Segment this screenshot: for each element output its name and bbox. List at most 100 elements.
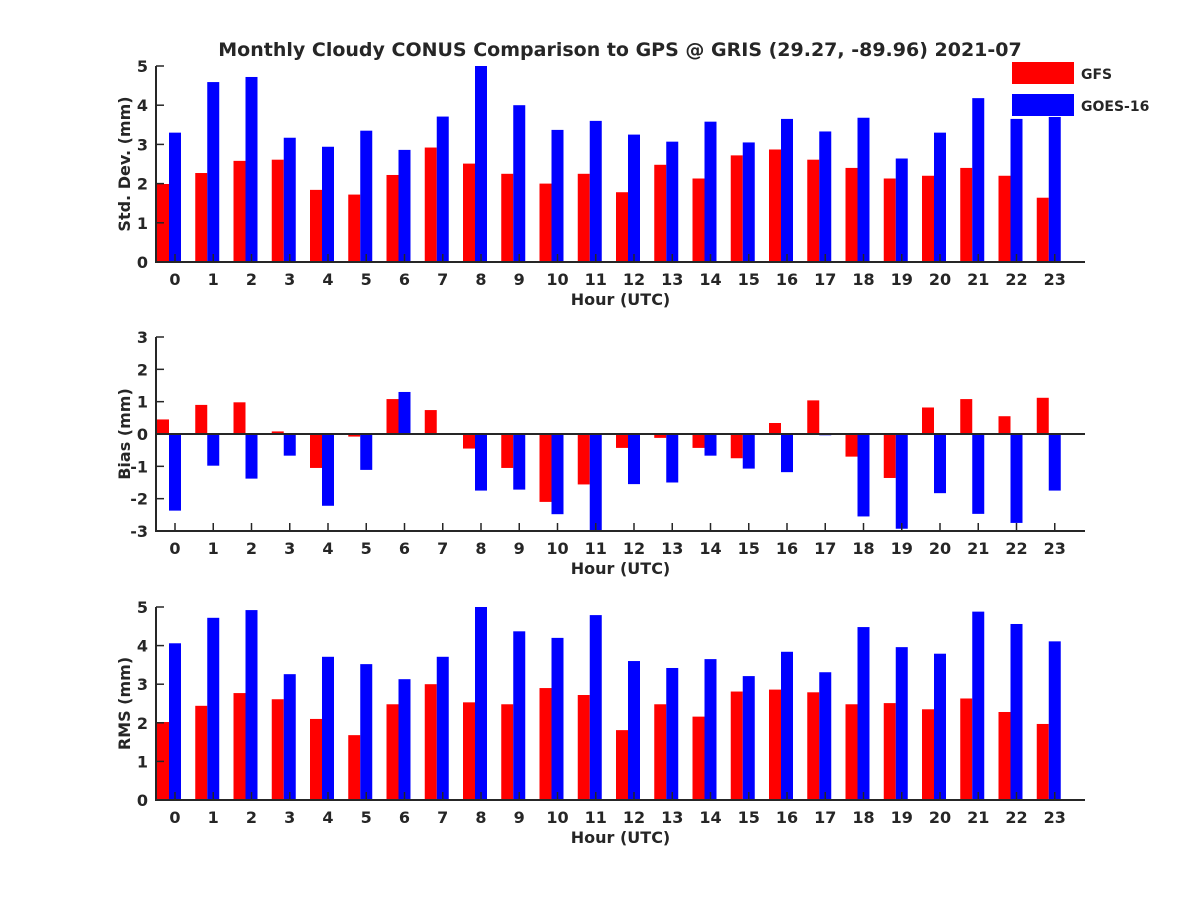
bar-gfs-hour-6 <box>386 704 399 800</box>
bar-gfs-hour-11 <box>577 434 590 485</box>
bar-goes16-hour-3 <box>283 137 296 262</box>
bar-gfs-hour-21 <box>960 698 973 800</box>
bar-gfs-hour-1 <box>195 404 208 434</box>
x-tick-label: 19 <box>891 808 913 827</box>
x-tick-label: 14 <box>699 808 721 827</box>
bar-goes16-hour-5 <box>360 434 373 470</box>
bar-goes16-hour-11 <box>589 120 602 262</box>
bar-gfs-hour-7 <box>424 147 437 262</box>
x-tick-label: 16 <box>776 270 798 289</box>
bar-gfs-hour-22 <box>998 175 1011 262</box>
bar-goes16-hour-1 <box>207 434 220 466</box>
legend-label-goes16: GOES-16 <box>1081 99 1149 115</box>
bar-goes16-hour-13 <box>666 141 679 262</box>
bar-gfs-hour-7 <box>424 410 437 434</box>
bar-goes16-hour-20 <box>934 653 946 800</box>
bar-gfs-hour-20 <box>922 709 934 800</box>
bar-goes16-hour-17 <box>819 131 832 262</box>
bar-gfs-hour-10 <box>539 434 552 502</box>
x-tick-label: 1 <box>208 808 219 827</box>
x-tick-label: 14 <box>699 539 721 558</box>
x-tick-label: 15 <box>738 808 760 827</box>
x-tick-label: 22 <box>1005 808 1027 827</box>
bar-goes16-hour-19 <box>895 158 908 262</box>
bar-goes16-hour-0 <box>169 434 181 511</box>
bar-goes16-hour-6 <box>398 391 411 434</box>
bar-gfs-hour-8 <box>463 434 475 449</box>
bar-goes16-hour-14 <box>704 434 717 456</box>
y-tick-label: 2 <box>137 360 148 379</box>
bar-gfs-hour-5 <box>348 735 361 800</box>
bar-goes16-hour-23 <box>1048 116 1061 263</box>
bar-goes16-hour-2 <box>245 610 258 800</box>
x-tick-label: 6 <box>399 808 410 827</box>
bar-gfs-hour-8 <box>463 702 475 800</box>
bar-goes16-hour-21 <box>972 434 985 514</box>
bar-goes16-hour-1 <box>207 82 220 263</box>
bar-goes16-hour-12 <box>628 434 640 485</box>
bar-gfs-hour-12 <box>616 192 628 262</box>
bar-goes16-hour-15 <box>742 142 755 262</box>
y-tick-label: 1 <box>137 393 148 412</box>
bar-gfs-hour-15 <box>730 434 743 459</box>
bar-goes16-hour-16 <box>781 118 793 262</box>
bar-goes16-hour-8 <box>475 66 487 262</box>
x-axis-label: Hour (UTC) <box>571 828 671 847</box>
x-tick-label: 0 <box>169 539 180 558</box>
bar-gfs-hour-20 <box>922 407 934 434</box>
x-tick-label: 23 <box>1044 270 1066 289</box>
bar-goes16-hour-3 <box>283 674 296 800</box>
bar-gfs-hour-19 <box>883 703 896 800</box>
y-tick-label: 0 <box>137 791 148 810</box>
bar-goes16-hour-10 <box>551 129 564 262</box>
bar-gfs-hour-13 <box>654 704 667 800</box>
x-tick-label: 20 <box>929 539 951 558</box>
bar-goes16-hour-22 <box>1010 434 1023 523</box>
bar-gfs-hour-9 <box>501 704 514 800</box>
bar-gfs-hour-13 <box>654 164 667 262</box>
x-tick-label: 23 <box>1044 539 1066 558</box>
bar-gfs-hour-16 <box>769 689 781 800</box>
bar-goes16-hour-9 <box>513 434 526 490</box>
bar-gfs-hour-9 <box>501 434 514 468</box>
x-tick-label: 18 <box>852 270 874 289</box>
x-tick-label: 10 <box>546 270 568 289</box>
x-tick-label: 9 <box>514 539 525 558</box>
bar-gfs-hour-4 <box>310 718 322 800</box>
bar-goes16-hour-14 <box>704 121 717 262</box>
bar-gfs-hour-9 <box>501 173 514 262</box>
bar-goes16-hour-22 <box>1010 118 1023 262</box>
bar-goes16-hour-4 <box>322 656 334 800</box>
legend-swatch-gfs <box>1012 62 1074 84</box>
bar-goes16-hour-11 <box>589 615 602 800</box>
bar-goes16-hour-2 <box>245 434 258 479</box>
x-tick-label: 9 <box>514 808 525 827</box>
bar-goes16-hour-16 <box>781 434 793 473</box>
x-tick-label: 2 <box>246 270 257 289</box>
bar-goes16-hour-4 <box>322 434 334 506</box>
bar-goes16-hour-23 <box>1048 641 1061 800</box>
y-tick-label: 3 <box>137 675 148 694</box>
y-tick-label: 5 <box>137 57 148 76</box>
x-tick-label: 1 <box>208 270 219 289</box>
x-tick-label: 8 <box>475 539 486 558</box>
x-tick-label: 5 <box>361 808 372 827</box>
bar-goes16-hour-18 <box>857 627 870 800</box>
x-tick-label: 4 <box>322 808 333 827</box>
y-tick-label: 1 <box>137 752 148 771</box>
y-tick-label: 2 <box>137 175 148 194</box>
x-tick-label: 4 <box>322 270 333 289</box>
bar-gfs-hour-23 <box>1036 397 1049 434</box>
x-tick-label: 18 <box>852 539 874 558</box>
x-tick-label: 19 <box>891 539 913 558</box>
x-axis-label: Hour (UTC) <box>571 290 671 309</box>
legend: GFS GOES-16 <box>1012 62 1149 116</box>
bar-gfs-hour-4 <box>310 434 322 468</box>
bar-goes16-hour-0 <box>169 132 181 262</box>
bar-goes16-hour-10 <box>551 637 564 800</box>
bar-goes16-hour-18 <box>857 117 870 262</box>
bar-gfs-hour-4 <box>310 189 322 262</box>
bar-gfs-hour-18 <box>845 704 858 800</box>
bar-gfs-hour-22 <box>998 711 1011 800</box>
